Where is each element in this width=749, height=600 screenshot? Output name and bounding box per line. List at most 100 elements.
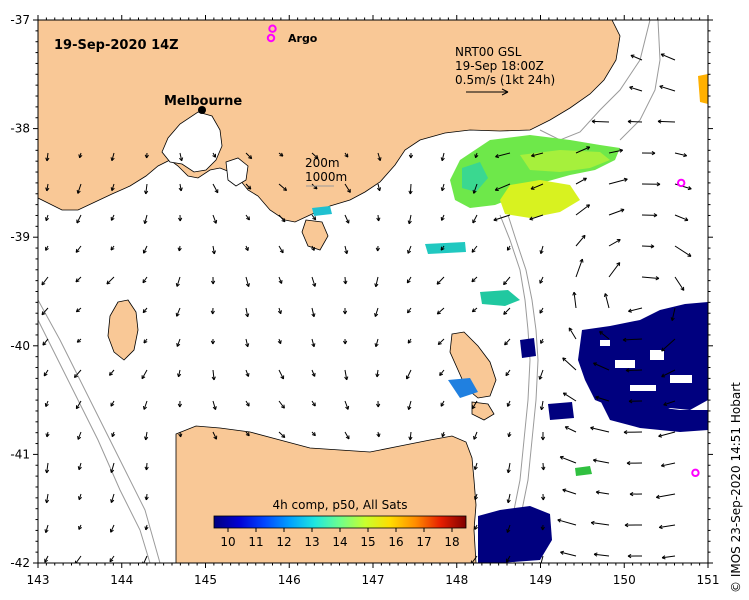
lon-tick-label: 146	[278, 573, 301, 587]
current-arrow	[278, 276, 283, 284]
current-arrow	[144, 462, 149, 471]
colorbar-ticks: 10 11 12 13 14 15 16 17 18	[220, 528, 460, 549]
land-wilsons-prom	[301, 219, 329, 251]
lon-tick-label: 144	[110, 573, 133, 587]
current-arrow	[437, 338, 445, 346]
current-arrow	[503, 276, 511, 286]
lat-tick-label: -41	[10, 447, 30, 461]
current-arrow	[474, 524, 478, 530]
argo-label: Argo	[288, 32, 318, 45]
current-arrow	[211, 369, 216, 381]
argo-legend: Argo	[266, 32, 318, 45]
current-arrow	[590, 426, 610, 433]
current-arrow	[45, 183, 50, 192]
lon-tick-label: 143	[27, 573, 50, 587]
current-arrow	[641, 213, 658, 218]
current-arrow	[661, 338, 676, 352]
current-arrow	[376, 214, 381, 222]
current-arrow	[110, 214, 115, 221]
current-arrow	[374, 276, 379, 288]
current-arrow	[245, 431, 250, 437]
current-arrow	[626, 461, 643, 466]
current-arrow	[590, 520, 610, 526]
current-arrow	[343, 276, 348, 285]
current-arrow	[407, 338, 412, 344]
isobaths	[38, 20, 661, 563]
current-arrow	[495, 152, 511, 159]
land-tasmania	[175, 425, 477, 563]
current-arrow	[471, 400, 478, 410]
sst-patch-cyan-2	[480, 290, 520, 306]
sst-navy-holes	[600, 340, 692, 391]
lon-tick-label: 150	[613, 573, 636, 587]
current-arrow	[436, 307, 445, 315]
current-arrow	[76, 338, 82, 343]
current-arrow	[608, 148, 624, 154]
current-arrow	[628, 399, 643, 404]
current-arrow	[641, 151, 656, 156]
current-arrow	[77, 462, 82, 471]
current-arrow	[541, 493, 546, 501]
current-arrow	[344, 431, 350, 440]
current-arrow	[625, 368, 643, 373]
current-arrow	[655, 493, 676, 499]
current-arrow	[344, 369, 349, 381]
current-arrow	[506, 524, 511, 533]
current-arrow	[144, 524, 149, 531]
current-legend-arrow	[466, 88, 509, 96]
city-label: Melbourne	[164, 94, 242, 109]
current-arrow	[661, 555, 676, 560]
current-arrow	[674, 276, 685, 291]
current-arrow	[674, 245, 692, 257]
current-arrow	[629, 85, 643, 92]
current-arrow	[278, 183, 288, 192]
current-arrow	[245, 183, 252, 190]
lon-tick-label: 145	[194, 573, 217, 587]
current-arrow	[76, 214, 82, 224]
current-arrow	[624, 523, 643, 528]
current-arrow	[374, 338, 379, 348]
current-arrow	[110, 183, 115, 192]
current-arrow	[376, 183, 382, 192]
current-arrow	[608, 208, 625, 216]
current-arrow	[473, 462, 478, 471]
current-arrow	[473, 431, 478, 440]
current-arrow	[540, 431, 546, 441]
sst-patch-green	[450, 135, 620, 218]
current-arrow	[344, 245, 349, 255]
current-arrow	[311, 431, 316, 437]
current-arrow	[440, 183, 445, 192]
current-arrow	[109, 555, 115, 563]
current-arrow	[245, 338, 250, 348]
current-arrow	[110, 245, 115, 251]
current-arrow	[245, 369, 250, 377]
lat-tick-label: -38	[10, 122, 30, 136]
current-arrow	[142, 245, 148, 254]
current-arrow	[529, 214, 544, 221]
current-arrow	[78, 493, 83, 501]
current-arrow	[210, 338, 216, 345]
current-arrow	[45, 214, 50, 222]
current-arrow	[42, 338, 49, 346]
current-arrow	[661, 369, 676, 378]
current-arrow	[595, 395, 610, 402]
current-arrow	[408, 183, 413, 195]
current-arrow	[507, 431, 512, 438]
current-arrow	[210, 307, 215, 315]
lon-axis: 143 144 145 146 147 148 149 150 151	[27, 15, 719, 587]
argo-float-marker	[677, 178, 686, 188]
lat-tick-label: -37	[10, 13, 30, 27]
current-arrow	[562, 488, 577, 495]
current-arrow	[211, 245, 216, 255]
current-arrow	[77, 431, 82, 440]
current-arrow	[658, 524, 676, 530]
current-arrow	[494, 183, 511, 192]
current-arrow	[540, 524, 545, 531]
current-arrow	[408, 152, 414, 159]
current-arrow	[608, 239, 621, 247]
current-arrow	[43, 369, 49, 377]
current-arrow	[593, 362, 610, 371]
argo-floats	[268, 24, 700, 478]
current-arrow	[278, 431, 286, 438]
